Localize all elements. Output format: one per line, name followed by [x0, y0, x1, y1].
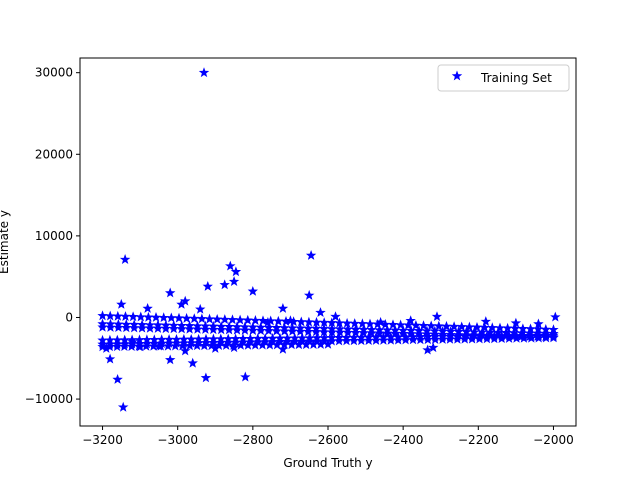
data-point — [97, 310, 108, 321]
data-point — [166, 312, 177, 323]
data-point — [277, 343, 289, 354]
data-point — [375, 316, 386, 327]
data-point — [127, 336, 138, 347]
y-axis-label: Estimate y — [0, 210, 11, 274]
legend-box — [437, 64, 570, 92]
data-point — [285, 315, 296, 326]
x-tick-label: −2600 — [308, 433, 349, 447]
x-axis-ticks: −3200 −3000 −2800 −2600 −2400 −2200 −2000 — [82, 426, 574, 447]
data-point — [431, 311, 443, 322]
data-point — [227, 314, 238, 325]
data-point — [153, 340, 165, 351]
data-point — [262, 316, 274, 327]
data-point — [548, 332, 559, 343]
data-point — [533, 318, 544, 329]
data-point — [142, 303, 153, 313]
data-point — [228, 276, 240, 287]
data-point — [200, 372, 212, 383]
data-point — [550, 311, 561, 322]
data-point — [219, 279, 230, 290]
data-point — [228, 342, 240, 353]
data-point — [179, 345, 191, 356]
x-tick-label: −3000 — [157, 433, 198, 447]
data-point — [189, 313, 200, 324]
x-axis-label: Ground Truth y — [283, 456, 372, 470]
x-tick-label: −2400 — [383, 433, 424, 447]
data-point — [296, 316, 307, 327]
data-point — [230, 266, 242, 277]
data-point — [427, 342, 439, 353]
data-point — [198, 67, 210, 78]
x-tick-label: −2000 — [533, 433, 574, 447]
data-point — [277, 303, 289, 313]
data-point — [273, 315, 284, 326]
x-tick-label: −2800 — [233, 433, 274, 447]
data-point — [480, 316, 491, 327]
data-point — [165, 287, 176, 298]
data-point — [303, 289, 315, 300]
data-point — [187, 357, 198, 368]
data-point — [471, 321, 483, 332]
legend-star-marker — [451, 70, 463, 81]
legend-label: Training Set — [480, 71, 552, 85]
y-axis-ticks: −10000 0 10000 20000 30000 — [25, 66, 80, 406]
data-point — [120, 311, 131, 321]
y-tick-label: 0 — [65, 310, 73, 324]
data-point — [405, 315, 416, 326]
data-point — [119, 254, 131, 264]
data-point — [225, 260, 236, 271]
data-point — [357, 318, 368, 329]
y-tick-label: 20000 — [35, 147, 73, 161]
legend: Training Set — [437, 64, 570, 92]
data-point — [134, 341, 146, 352]
data-point — [210, 343, 221, 353]
data-point — [240, 371, 251, 382]
data-point — [510, 317, 522, 328]
data-point — [341, 317, 353, 328]
data-point — [117, 401, 129, 412]
data-point — [305, 250, 317, 260]
data-point — [143, 311, 154, 322]
data-point — [116, 298, 127, 309]
data-point — [403, 319, 414, 330]
y-tick-label: 10000 — [35, 229, 73, 243]
data-point — [176, 298, 187, 309]
data-point — [448, 321, 460, 332]
x-tick-label: −2200 — [458, 433, 499, 447]
y-tick-label: 30000 — [35, 66, 73, 80]
y-tick-label: −10000 — [25, 392, 73, 406]
data-point — [165, 354, 176, 365]
legend-star-icon — [451, 70, 463, 81]
data-point — [195, 303, 206, 314]
data-point — [315, 307, 326, 318]
data-point — [494, 322, 506, 333]
data-point — [422, 344, 433, 355]
data-points — [97, 67, 561, 412]
data-point — [202, 281, 213, 291]
data-point — [212, 313, 223, 324]
data-point — [250, 315, 261, 325]
data-point — [330, 311, 341, 322]
data-point — [426, 320, 437, 331]
data-point — [322, 338, 334, 349]
data-point — [104, 353, 116, 364]
x-tick-label: −3200 — [82, 433, 123, 447]
data-point — [247, 285, 258, 296]
data-point — [101, 343, 112, 353]
data-point — [112, 374, 123, 384]
